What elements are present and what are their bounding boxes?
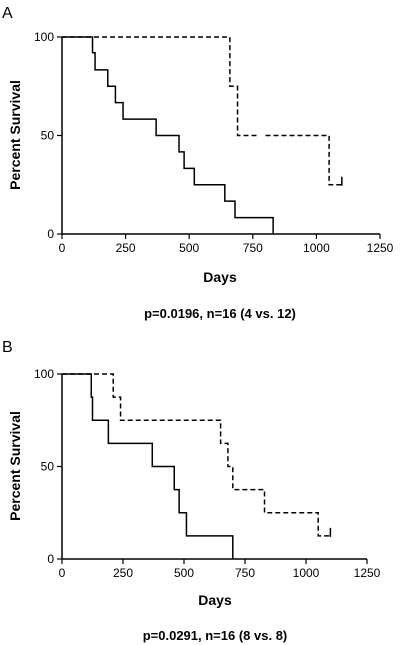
panel-a-x-tick-label: 1250	[367, 241, 394, 255]
panel-a-y-tick-label: 50	[41, 129, 55, 143]
panel-a-x-tick-label: 500	[179, 241, 199, 255]
panel-b-y-tick-label: 100	[34, 367, 54, 381]
panel-a-x-tick-label: 0	[59, 241, 66, 255]
panel-b-x-tick-label: 0	[59, 566, 66, 580]
panel-a-y-tick-label: 0	[47, 227, 54, 241]
panel-a: A Percent Survival Days p=0.0196, n=16 (…	[2, 5, 394, 321]
panel-b-y-tick-label: 50	[41, 460, 55, 474]
panel-a-x-axis-title: Days	[203, 269, 237, 285]
panel-a-caption: p=0.0196, n=16 (4 vs. 12)	[144, 306, 296, 321]
panel-a-y-tick-label: 100	[34, 30, 54, 44]
panel-b-x-tick-label: 500	[174, 566, 194, 580]
panel-b-y-axis-title: Percent Survival	[7, 411, 23, 521]
panel-b-x-tick-label: 250	[113, 566, 133, 580]
panel-a-x-tick-label: 250	[116, 241, 136, 255]
panel-a-x-tick-label: 1000	[303, 241, 330, 255]
panel-b-caption: p=0.0291, n=16 (8 vs. 8)	[143, 628, 288, 643]
panel-b-solid-survival-curve	[62, 373, 234, 559]
panel-b-letter: B	[2, 339, 13, 356]
panel-b-x-tick-label: 1000	[293, 566, 320, 580]
panel-b-dashed-survival-curve	[62, 373, 331, 537]
panel-b-x-tick-label: 750	[235, 566, 255, 580]
panel-a-solid-survival-curve	[62, 36, 274, 234]
panel-b: B Percent Survival Days p=0.0291, n=16 (…	[2, 339, 381, 643]
panel-a-letter: A	[2, 5, 13, 22]
panel-a-y-axis-title: Percent Survival	[7, 80, 23, 190]
panel-b-x-axis-title: Days	[198, 592, 232, 608]
panel-b-x-tick-label: 1250	[354, 566, 381, 580]
panel-b-y-tick-label: 0	[47, 552, 54, 566]
panel-a-dashed-survival-curve	[62, 36, 342, 186]
panel-a-x-tick-label: 750	[243, 241, 263, 255]
